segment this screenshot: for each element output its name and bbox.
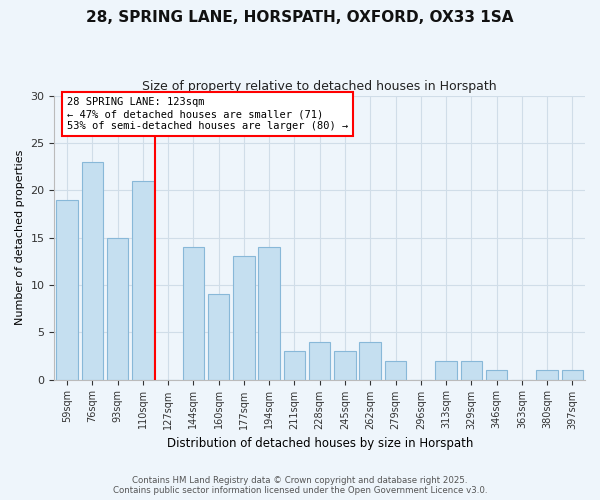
Bar [82, 162, 103, 380]
Bar [435, 360, 457, 380]
Title: Size of property relative to detached houses in Horspath: Size of property relative to detached ho… [142, 80, 497, 93]
Bar [309, 342, 331, 380]
Bar [334, 351, 356, 380]
Bar [536, 370, 558, 380]
Bar [461, 360, 482, 380]
Bar [132, 181, 154, 380]
Y-axis label: Number of detached properties: Number of detached properties [15, 150, 25, 325]
Bar [259, 247, 280, 380]
X-axis label: Distribution of detached houses by size in Horspath: Distribution of detached houses by size … [167, 437, 473, 450]
Text: Contains HM Land Registry data © Crown copyright and database right 2025.
Contai: Contains HM Land Registry data © Crown c… [113, 476, 487, 495]
Bar [107, 238, 128, 380]
Bar [208, 294, 229, 380]
Bar [56, 200, 78, 380]
Bar [562, 370, 583, 380]
Bar [233, 256, 254, 380]
Bar [385, 360, 406, 380]
Text: 28 SPRING LANE: 123sqm
← 47% of detached houses are smaller (71)
53% of semi-det: 28 SPRING LANE: 123sqm ← 47% of detached… [67, 98, 348, 130]
Text: 28, SPRING LANE, HORSPATH, OXFORD, OX33 1SA: 28, SPRING LANE, HORSPATH, OXFORD, OX33 … [86, 10, 514, 25]
Bar [486, 370, 508, 380]
Bar [182, 247, 204, 380]
Bar [284, 351, 305, 380]
Bar [359, 342, 381, 380]
